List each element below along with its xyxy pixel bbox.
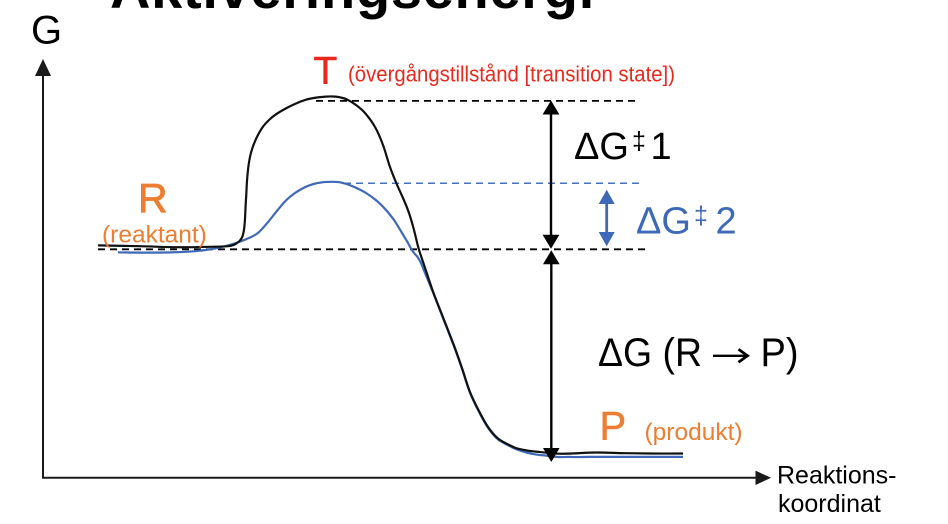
svg-text:P): P) <box>761 331 799 375</box>
svg-text:P: P <box>600 405 627 449</box>
svg-text:(produkt): (produkt) <box>645 419 743 446</box>
svg-text:Reaktions-: Reaktions- <box>777 462 897 490</box>
svg-text:(övergångstillstånd [transitio: (övergångstillstånd [transition state]) <box>348 62 675 87</box>
svg-text:R: R <box>138 175 168 221</box>
svg-text:koordinat: koordinat <box>778 490 881 518</box>
svg-text:Aktiveringsenergi: Aktiveringsenergi <box>110 0 595 20</box>
svg-text:T: T <box>314 50 338 93</box>
svg-text:ΔG‡ 1: ΔG ‡ 1 <box>574 126 672 168</box>
svg-text:ΔG (R: ΔG (R <box>598 331 702 375</box>
svg-text:(reaktant): (reaktant) <box>102 222 207 249</box>
svg-text:G: G <box>31 9 62 53</box>
svg-text:ΔG‡ 2: ΔG ‡ 2 <box>636 201 737 243</box>
